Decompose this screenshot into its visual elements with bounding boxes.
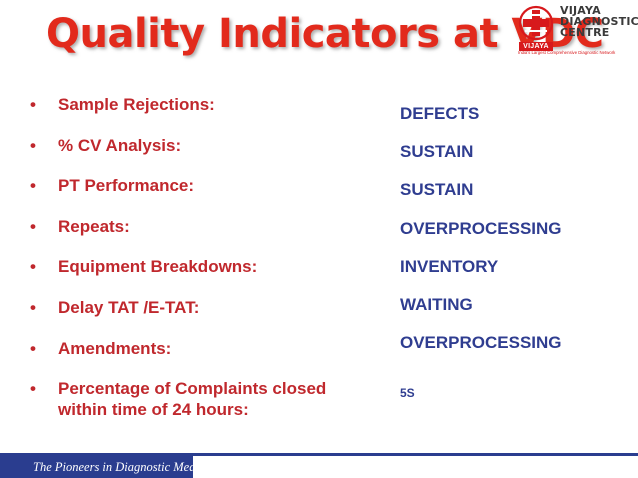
indicator-list: • Sample Rejections: • % CV Analysis: • … (30, 94, 370, 440)
logo-line-1: VIJAYA (560, 4, 601, 17)
indicator-label: PT Performance: (58, 176, 195, 196)
indicator-label: Sample Rejections: (58, 95, 215, 114)
category-value: 5S (400, 386, 415, 401)
indicator-item: • Sample Rejections: (30, 94, 370, 115)
indicator-item: • Delay TAT /E-TAT: (30, 297, 370, 318)
logo-tagline: India's Largest Comprehensive Diagnostic… (518, 50, 616, 55)
bullet-icon: • (30, 176, 36, 196)
bullet-icon: • (30, 135, 36, 155)
indicator-label-line-1: Percentage of Complaints closed (58, 379, 327, 399)
indicator-item: • PT Performance: (30, 175, 370, 196)
indicator-label: % CV Analysis: (58, 135, 182, 155)
indicator-item: • % CV Analysis: (30, 135, 370, 156)
bullet-icon: • (30, 95, 36, 114)
indicator-item: • Equipment Breakdowns: (30, 256, 370, 277)
indicator-label: Repeats: (58, 216, 130, 236)
vijaya-logo: VIJAYA VIJAYA DIAGNOSTIC CENTRE India's … (518, 4, 638, 60)
category-value: SUSTAIN (400, 180, 474, 200)
logo-line-3: CENTRE (560, 26, 610, 39)
bullet-icon: • (30, 257, 36, 277)
footer-tagline: The Pioneers in Diagnostic Medicare (0, 456, 221, 478)
indicator-item: • Amendments: (30, 338, 370, 359)
bullet-icon: • (30, 216, 36, 236)
footer-divider (0, 453, 638, 456)
category-value: DEFECTS (400, 104, 480, 123)
indicator-item: • Repeats: (30, 216, 370, 237)
indicator-label: Equipment Breakdowns: (58, 257, 258, 277)
indicator-label-line-2: within time of 24 hours: (58, 400, 249, 420)
category-value: INVENTORY (400, 256, 499, 276)
logo-emblem-icon (518, 5, 554, 41)
indicator-label: Amendments: (58, 338, 172, 358)
indicator-label: Delay TAT /E-TAT: (58, 297, 200, 317)
bullet-icon: • (30, 297, 36, 317)
bullet-icon: • (30, 338, 36, 358)
category-value: OVERPROCESSING (400, 333, 562, 353)
category-value: SUSTAIN (400, 142, 474, 162)
slide-title: Quality Indicators at VDC (46, 11, 604, 57)
indicator-item: • Percentage of Complaints closed within… (30, 378, 370, 420)
category-list: DEFECTS SUSTAIN SUSTAIN OVERPROCESSING I… (400, 104, 630, 409)
logo-line-2: DIAGNOSTIC (560, 15, 638, 28)
bullet-icon: • (30, 379, 36, 399)
category-value: OVERPROCESSING (400, 218, 562, 238)
logo-badge: VIJAYA (519, 42, 553, 51)
logo-wordmark: VIJAYA DIAGNOSTIC CENTRE (560, 5, 638, 38)
category-value: WAITING (400, 294, 473, 314)
